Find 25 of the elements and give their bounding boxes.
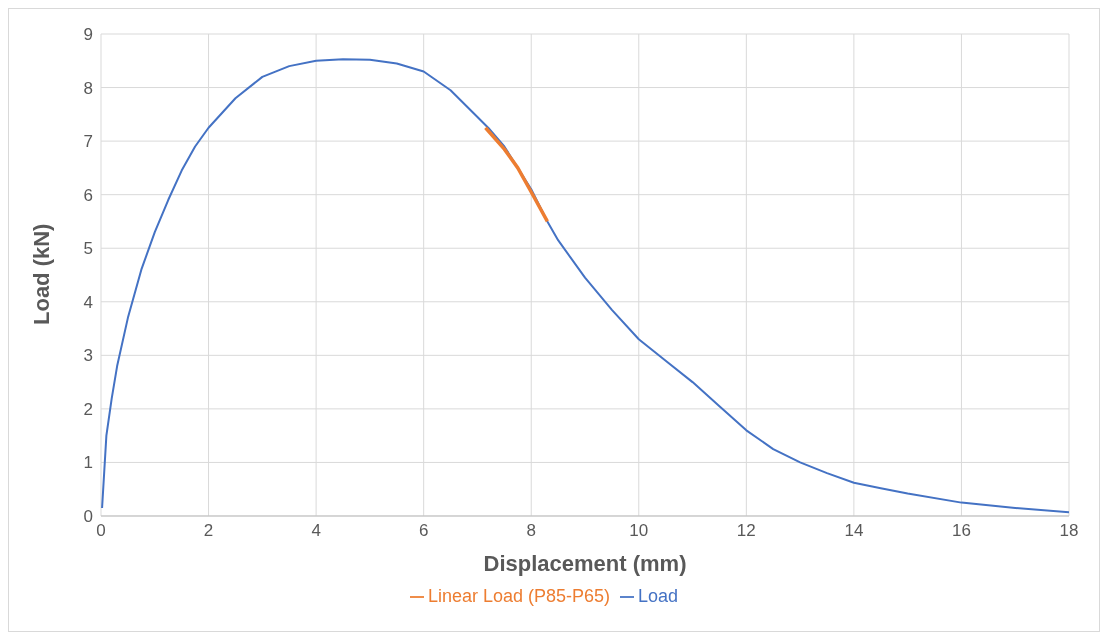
y-tick-label: 5 (83, 239, 93, 259)
y-tick-label: 0 (83, 507, 93, 527)
y-axis-title: Load (kN) (28, 223, 54, 325)
x-tick-label: 4 (311, 521, 321, 541)
x-tick-label: 6 (418, 521, 429, 541)
legend-label: Load (638, 586, 679, 606)
y-tick-label: 3 (83, 346, 93, 366)
x-tick-label: 16 (951, 521, 971, 541)
x-tick-label: 10 (629, 521, 649, 541)
y-tick-label: 6 (83, 185, 93, 205)
x-tick-label: 18 (1059, 521, 1079, 541)
y-tick-label: 9 (83, 25, 93, 45)
x-axis-title: Displacement (mm) (483, 551, 687, 576)
x-tick-label: 2 (203, 521, 214, 541)
x-tick-label: 12 (736, 521, 756, 541)
y-tick-label: 4 (83, 292, 93, 312)
x-tick-label: 14 (844, 521, 864, 541)
y-tick-label: 7 (83, 132, 93, 152)
line-series (483, 125, 550, 224)
y-tick-label: 8 (83, 78, 93, 98)
legend-label: Linear Load (P85-P65) (427, 586, 611, 606)
x-tick-label: 0 (96, 521, 106, 541)
x-tick-label: 8 (526, 521, 536, 541)
y-tick-label: 2 (83, 399, 93, 419)
y-tick-label: 1 (83, 453, 93, 473)
